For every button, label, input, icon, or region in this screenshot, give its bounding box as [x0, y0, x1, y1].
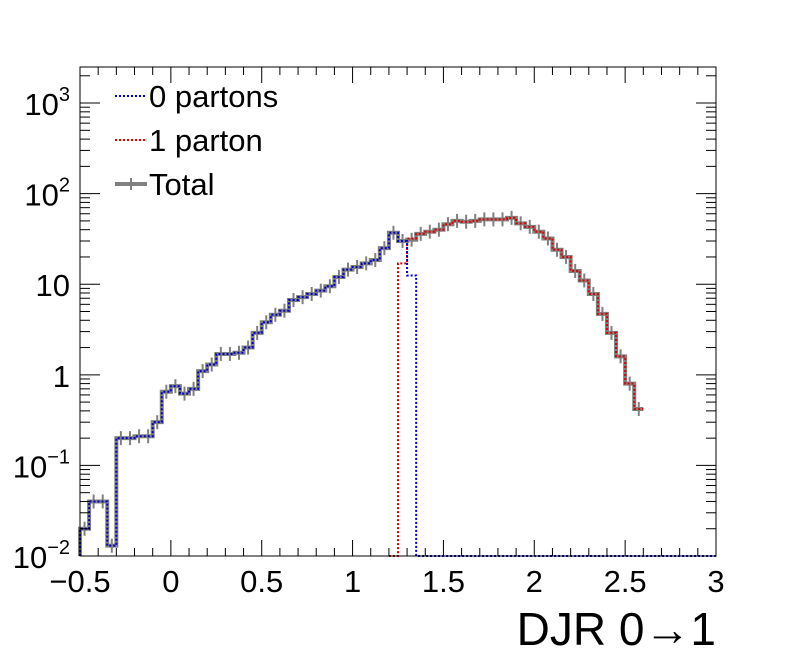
x-tick-label: 1.5 — [422, 564, 465, 599]
series-line-1-parton — [388, 216, 644, 557]
x-tick-label: −0.5 — [49, 564, 110, 599]
legend-label: 0 partons — [149, 79, 278, 114]
legend-label: 1 parton — [149, 123, 263, 158]
series-layer — [78, 210, 716, 557]
x-axis-label: DJR 0→1 — [517, 603, 716, 655]
legend-item-1-parton: 1 parton — [115, 123, 263, 158]
series-1-parton — [388, 216, 644, 557]
x-axis: −0.5 0 0.5 1 1.5 2 2.5 3 — [49, 67, 725, 599]
x-tick-label: 1 — [344, 564, 361, 599]
x-tick-label: 0 — [162, 564, 179, 599]
x-tick-label: 0.5 — [240, 564, 283, 599]
legend-item-0-partons: 0 partons — [115, 79, 278, 114]
y-tick-label: 10 — [36, 268, 70, 303]
x-tick-label: 2 — [526, 564, 543, 599]
y-tick-label: 103 — [24, 84, 70, 122]
legend-item-total: Total — [115, 167, 214, 202]
legend-label: Total — [149, 167, 214, 202]
y-tick-label: 10−1 — [13, 446, 70, 484]
legend: 0 partons 1 parton Total — [115, 79, 278, 202]
y-tick-label: 1 — [53, 359, 70, 394]
y-tick-label: 10−2 — [13, 537, 70, 575]
x-tick-label: 2.5 — [604, 564, 647, 599]
x-tick-label: 3 — [707, 564, 724, 599]
y-axis: 10−2 10−1 1 10 102 103 — [13, 75, 716, 575]
y-tick-label: 102 — [24, 175, 70, 213]
